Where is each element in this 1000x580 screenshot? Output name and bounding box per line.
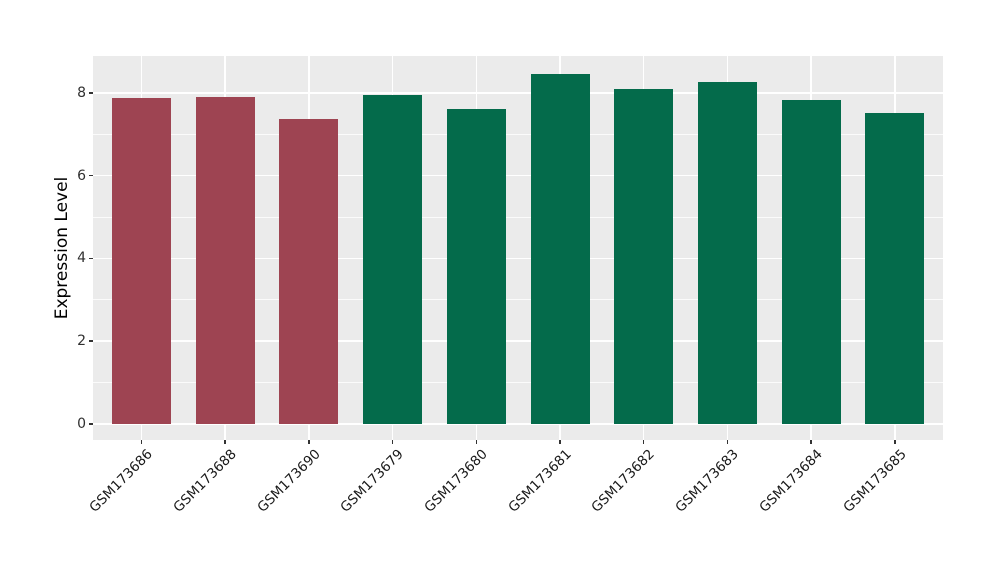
x-tick-mark — [894, 440, 896, 444]
x-tick-mark — [224, 440, 226, 444]
bar-GSM173688 — [195, 96, 255, 424]
gridline-horizontal-major — [93, 340, 943, 342]
y-tick-mark — [89, 174, 93, 177]
bar-GSM173685 — [865, 112, 925, 424]
bar-GSM173684 — [781, 100, 841, 424]
gridline-horizontal-major — [93, 174, 943, 177]
x-tick-mark — [475, 440, 478, 444]
x-tick-mark — [810, 440, 812, 444]
gridline-horizontal-major — [93, 257, 943, 260]
x-tick-label: GSM173685 — [839, 446, 910, 516]
x-tick-mark — [140, 440, 143, 444]
x-tick-mark — [559, 440, 561, 444]
bar-GSM173680 — [446, 108, 506, 424]
x-tick-label: GSM173682 — [588, 446, 659, 516]
gridline-horizontal-major — [93, 92, 943, 94]
bar-GSM173679 — [363, 94, 423, 424]
y-tick-label: 8 — [77, 84, 86, 101]
gridline-horizontal-minor — [93, 382, 943, 384]
x-tick-label: GSM173688 — [170, 446, 240, 516]
gridline-horizontal-minor — [93, 299, 943, 301]
x-tick-label: GSM173690 — [254, 446, 324, 516]
bar-GSM173681 — [530, 74, 590, 424]
y-tick-mark — [89, 423, 93, 425]
y-tick-label: 6 — [77, 167, 86, 184]
x-tick-label: GSM173684 — [756, 446, 826, 516]
bar-GSM173683 — [697, 82, 757, 424]
bar-GSM173690 — [279, 119, 339, 424]
x-tick-label: GSM173681 — [505, 446, 575, 516]
gridline-horizontal-minor — [93, 216, 943, 218]
gridline-horizontal-major — [93, 423, 943, 425]
bar-GSM173682 — [614, 88, 674, 424]
x-tick-label: GSM173679 — [337, 446, 408, 516]
x-tick-mark — [726, 440, 729, 444]
y-tick-mark — [89, 340, 93, 342]
y-tick-label: 0 — [77, 416, 86, 432]
x-tick-label: GSM173686 — [86, 446, 157, 516]
y-tick-label: 4 — [77, 250, 86, 267]
plot-panel — [93, 56, 943, 440]
bar-GSM173686 — [112, 98, 171, 424]
y-tick-mark — [89, 257, 93, 260]
x-tick-mark — [642, 440, 645, 444]
y-tick-label: 2 — [77, 333, 86, 350]
x-tick-mark — [391, 440, 394, 444]
y-axis-title: Expression Level — [52, 176, 72, 320]
gridline-horizontal-minor — [93, 133, 943, 135]
y-tick-mark — [89, 92, 93, 94]
x-tick-label: GSM173680 — [421, 446, 491, 516]
x-tick-label: GSM173683 — [672, 446, 743, 516]
x-tick-mark — [308, 440, 310, 444]
